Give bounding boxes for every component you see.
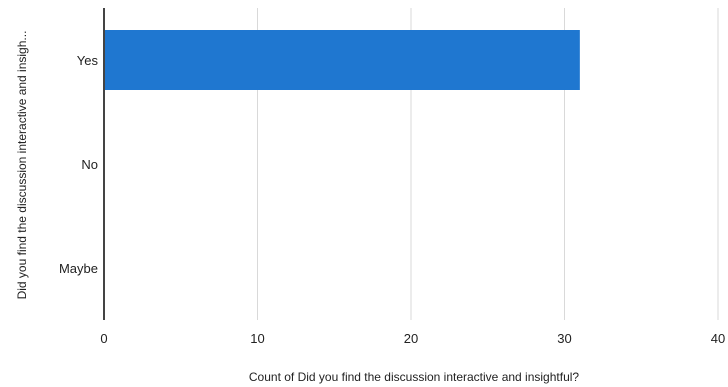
x-tick-label: 0 [100, 331, 107, 346]
x-tick-label: 10 [250, 331, 264, 346]
x-tick-label: 30 [557, 331, 571, 346]
x-axis-title: Count of Did you find the discussion int… [249, 370, 580, 384]
x-tick-labels: 0 10 20 30 40 [100, 331, 725, 346]
y-tick-label: Yes [77, 53, 99, 68]
bar-yes [104, 30, 580, 90]
y-tick-label: Maybe [59, 261, 98, 276]
bars [104, 30, 580, 90]
x-tick-label: 20 [404, 331, 418, 346]
x-tick-label: 40 [711, 331, 725, 346]
y-tick-label: No [81, 157, 98, 172]
y-tick-labels: Yes No Maybe [59, 53, 99, 276]
y-axis-title: Did you find the discussion interactive … [15, 31, 29, 300]
